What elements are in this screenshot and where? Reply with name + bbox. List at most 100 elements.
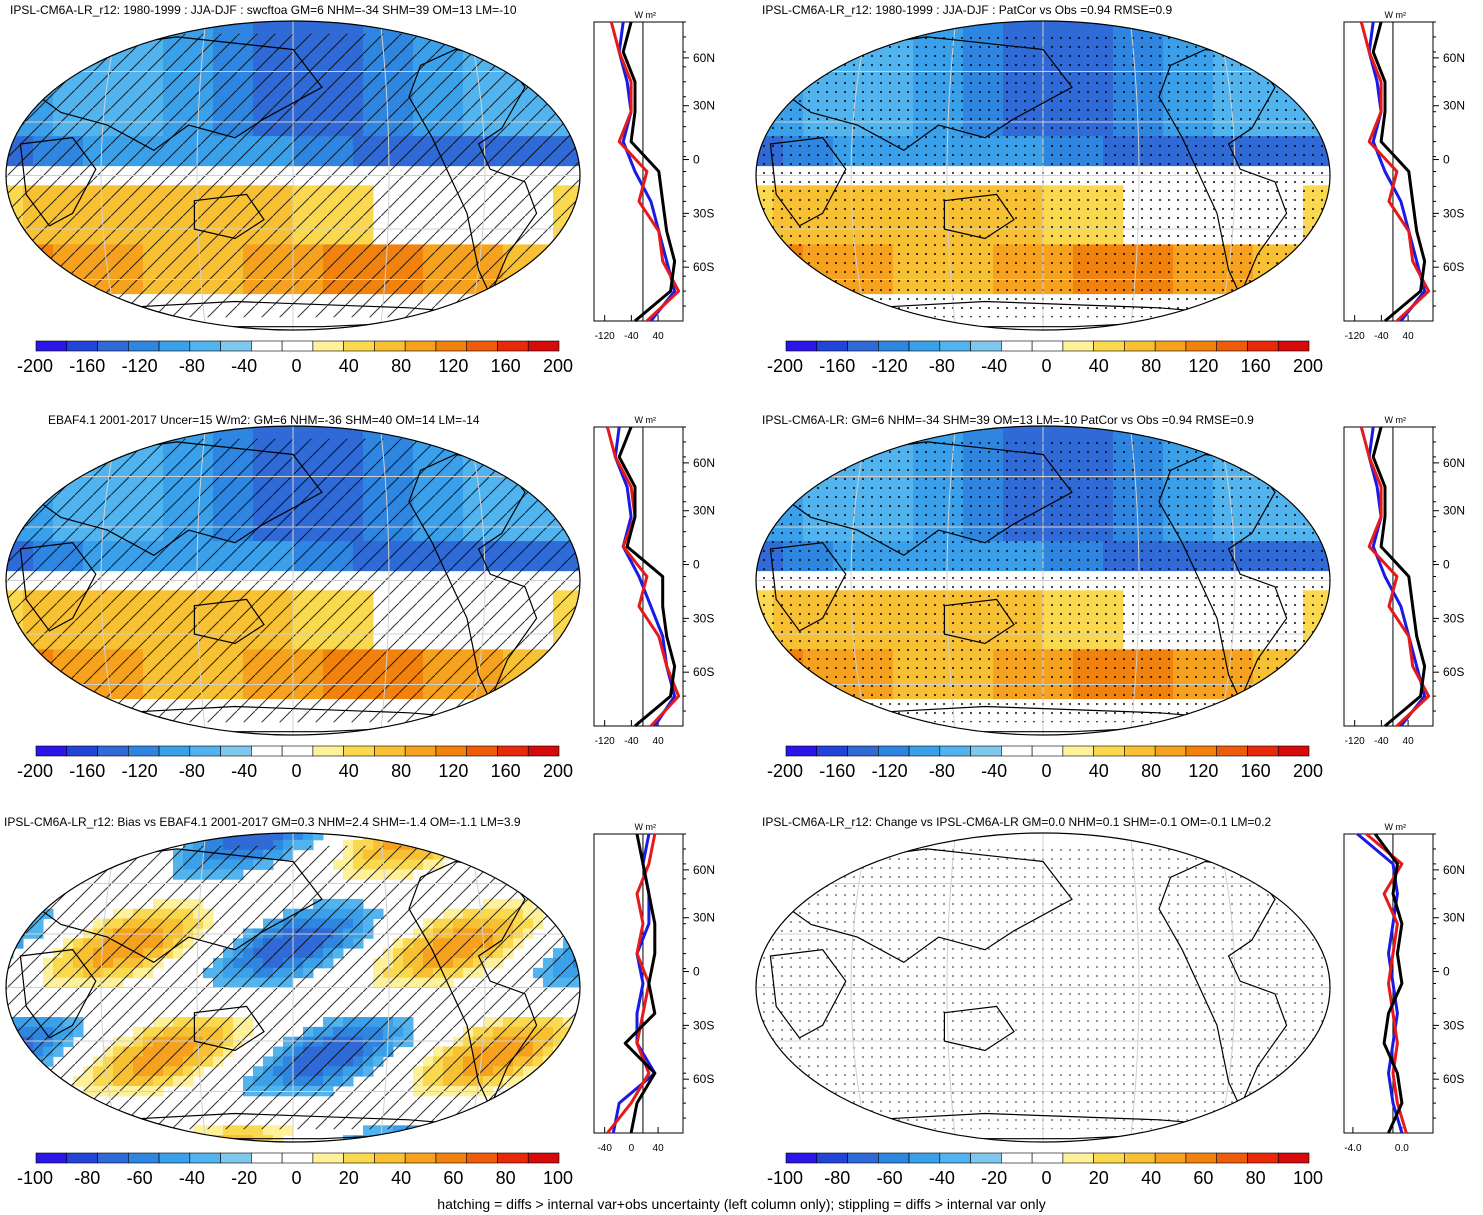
field-cell xyxy=(1023,21,1034,29)
colorbar-label: -40 xyxy=(981,356,1008,376)
colorbar-swatch xyxy=(343,745,375,757)
field-cell xyxy=(513,688,524,700)
field-cell xyxy=(973,426,984,434)
field-cell xyxy=(843,432,854,444)
field-cell xyxy=(6,462,14,473)
field-cell xyxy=(1083,21,1094,29)
field-cell xyxy=(573,669,580,680)
field-cell xyxy=(33,283,44,295)
field-cell xyxy=(573,649,580,660)
field-cell xyxy=(1323,27,1330,39)
field-cell xyxy=(53,688,64,700)
field-cell xyxy=(1233,432,1244,444)
field-cell xyxy=(13,472,24,483)
field-cell xyxy=(103,37,114,49)
field-cell xyxy=(6,521,14,532)
field-cell xyxy=(6,649,14,660)
field-cell xyxy=(1253,283,1264,295)
field-cell xyxy=(533,669,544,680)
field-cell xyxy=(1083,27,1094,39)
field-cell xyxy=(6,442,14,454)
field-cell xyxy=(573,214,580,226)
field-cell xyxy=(553,678,564,690)
colorbar-label: -200 xyxy=(16,356,54,376)
field-cell xyxy=(143,432,154,444)
field-cell xyxy=(1093,432,1104,444)
field-cell xyxy=(73,47,84,58)
lat-tick-label: 30N xyxy=(693,99,715,113)
colorbar-swatch xyxy=(35,745,68,757)
field-cell xyxy=(543,283,554,295)
field-cell xyxy=(553,47,564,58)
field-cell xyxy=(93,442,104,454)
field-cell xyxy=(763,501,774,513)
field-cell xyxy=(1073,21,1084,29)
field-cell xyxy=(513,462,524,473)
field-cell xyxy=(543,264,554,275)
field-cell xyxy=(503,432,514,444)
field-cell xyxy=(756,224,764,236)
field-cell xyxy=(433,432,444,444)
field-cell xyxy=(53,432,64,444)
field-cell xyxy=(763,283,774,295)
field-cell xyxy=(933,432,944,444)
field-cell xyxy=(23,472,34,483)
field-cell xyxy=(13,37,24,49)
field-cell xyxy=(1313,442,1324,454)
field-cell xyxy=(513,678,524,690)
field-cell xyxy=(563,669,574,680)
field-cell xyxy=(323,426,334,434)
field-cell xyxy=(773,491,784,503)
field-cell xyxy=(1303,482,1314,493)
colorbar-label: 160 xyxy=(1240,356,1271,376)
field-cell xyxy=(1243,21,1254,29)
field-cell xyxy=(1103,27,1114,39)
field-cell xyxy=(783,77,794,88)
field-cell xyxy=(563,442,574,454)
field-cell xyxy=(13,688,24,700)
field-cell xyxy=(163,21,174,29)
field-cell xyxy=(63,283,74,295)
field-cell xyxy=(1233,452,1244,463)
field-cell xyxy=(1073,432,1084,444)
field-cell xyxy=(533,37,544,49)
field-cell xyxy=(473,442,484,454)
field-cell xyxy=(63,67,74,78)
field-cell xyxy=(1313,86,1324,98)
field-cell xyxy=(1323,214,1330,226)
field-cell xyxy=(773,426,784,434)
field-cell xyxy=(1323,452,1330,463)
field-cell xyxy=(1183,27,1194,39)
field-cell xyxy=(773,283,784,295)
field-cell xyxy=(1273,37,1284,49)
field-cell xyxy=(1273,452,1284,463)
field-cell xyxy=(1313,96,1324,108)
field-cell xyxy=(1323,37,1330,49)
field-cell xyxy=(513,57,524,68)
field-cell xyxy=(533,442,544,454)
field-cell xyxy=(303,432,314,444)
field-cell xyxy=(513,283,524,295)
field-cell xyxy=(323,21,334,29)
colorbar-swatch xyxy=(251,340,283,352)
field-cell xyxy=(1313,47,1324,58)
field-cell xyxy=(553,462,564,473)
field-cell xyxy=(553,264,564,275)
field-cell xyxy=(1293,472,1304,483)
field-cell xyxy=(1293,491,1304,503)
field-cell xyxy=(493,452,504,463)
field-cell xyxy=(113,432,124,444)
field-cell xyxy=(333,426,344,434)
field-cell xyxy=(573,126,580,137)
field-cell xyxy=(1323,462,1330,473)
field-cell xyxy=(1043,426,1054,434)
field-cell xyxy=(1273,57,1284,68)
field-cell xyxy=(313,27,324,39)
field-cell xyxy=(1253,432,1264,444)
field-cell xyxy=(433,21,444,29)
field-cell xyxy=(83,47,94,58)
field-cell xyxy=(183,21,194,29)
field-cell xyxy=(783,283,794,295)
field-cell xyxy=(1303,37,1314,49)
